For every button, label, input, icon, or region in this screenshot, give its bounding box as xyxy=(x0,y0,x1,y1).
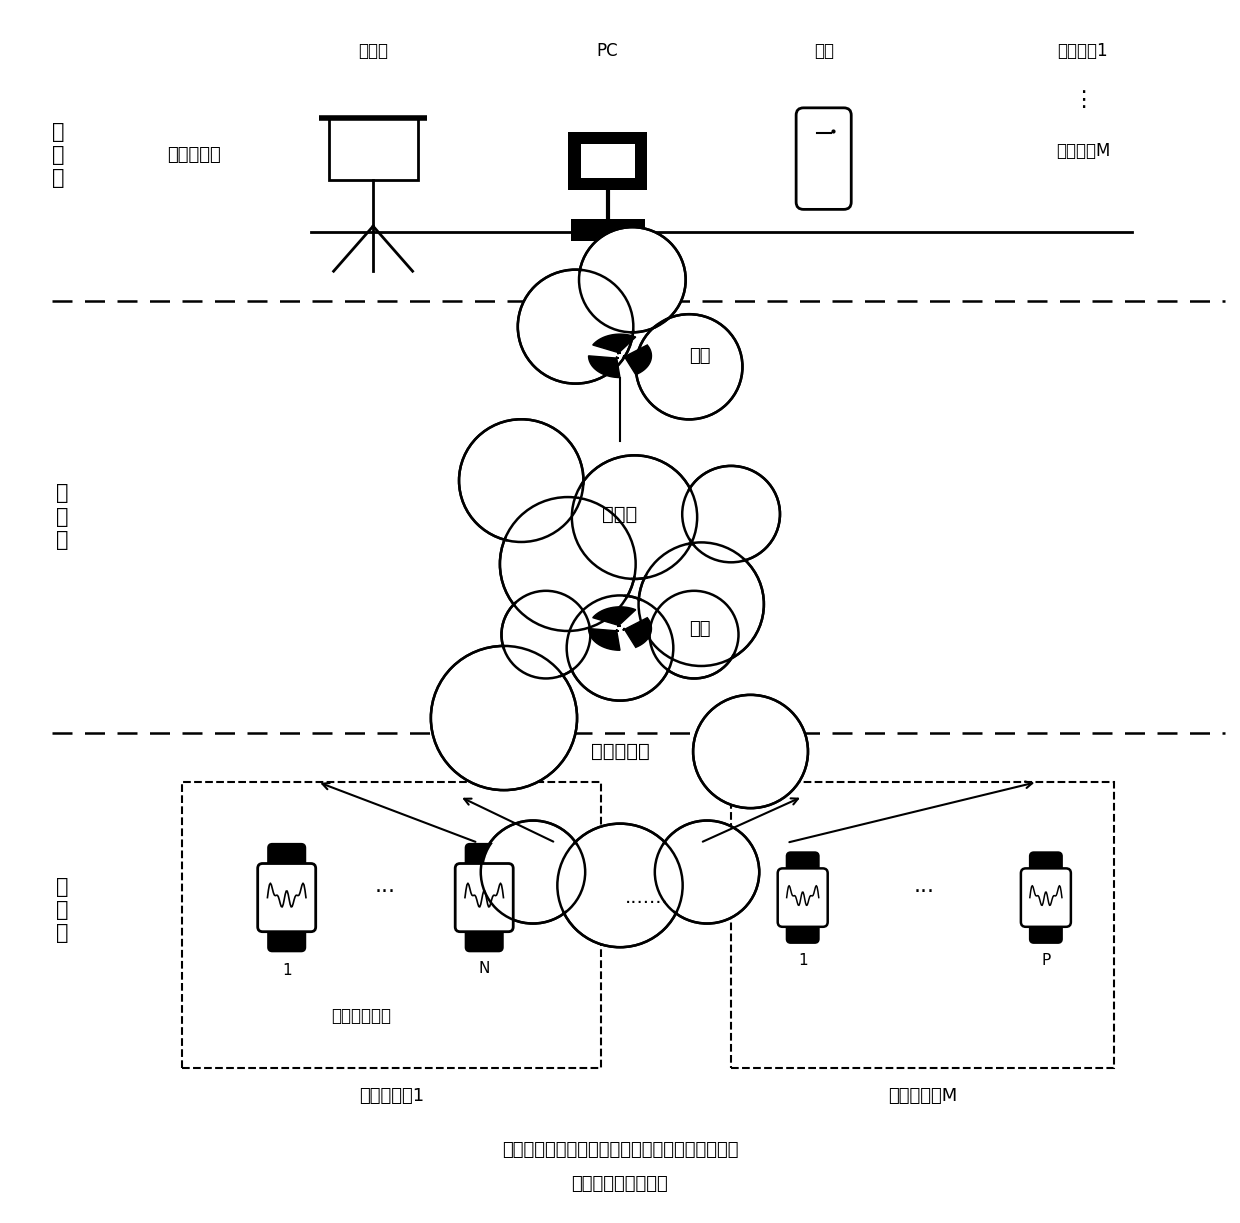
Text: 应
用
层: 应 用 层 xyxy=(52,122,64,188)
FancyBboxPatch shape xyxy=(787,915,818,943)
FancyBboxPatch shape xyxy=(466,844,502,876)
FancyBboxPatch shape xyxy=(1021,868,1071,927)
Circle shape xyxy=(583,230,682,329)
Circle shape xyxy=(639,317,739,416)
Circle shape xyxy=(481,821,585,923)
Circle shape xyxy=(579,227,686,333)
Circle shape xyxy=(560,827,680,943)
Text: 感
知
层: 感 知 层 xyxy=(56,877,68,943)
Text: 互联网: 互联网 xyxy=(603,505,637,523)
Circle shape xyxy=(658,823,756,921)
Circle shape xyxy=(500,497,636,631)
FancyBboxPatch shape xyxy=(455,863,513,932)
Circle shape xyxy=(521,273,630,380)
Text: ⋮: ⋮ xyxy=(1071,91,1094,110)
Text: ···: ··· xyxy=(374,882,396,901)
Text: 网关: 网关 xyxy=(689,620,711,637)
Circle shape xyxy=(463,423,580,538)
Circle shape xyxy=(650,591,739,679)
Bar xyxy=(568,132,647,190)
Circle shape xyxy=(503,501,631,627)
Text: 1: 1 xyxy=(797,954,807,969)
Circle shape xyxy=(655,821,759,923)
Bar xyxy=(732,781,1114,1068)
Text: PC: PC xyxy=(596,43,619,60)
FancyBboxPatch shape xyxy=(796,108,851,209)
Polygon shape xyxy=(593,607,636,626)
Polygon shape xyxy=(593,334,636,353)
Bar xyxy=(570,219,645,241)
Circle shape xyxy=(459,419,584,542)
FancyBboxPatch shape xyxy=(466,920,502,951)
Circle shape xyxy=(639,542,764,667)
FancyBboxPatch shape xyxy=(787,852,818,881)
Circle shape xyxy=(636,314,743,419)
Polygon shape xyxy=(622,345,651,374)
Circle shape xyxy=(567,596,673,701)
Text: 脉搏、血压、咳嗽等: 脉搏、血压、咳嗽等 xyxy=(572,1175,668,1192)
Text: 智能穿戴功能: 智能穿戴功能 xyxy=(331,1007,391,1025)
Text: ···: ··· xyxy=(914,882,935,901)
Text: 网
络
层: 网 络 层 xyxy=(56,483,68,550)
Bar xyxy=(329,117,418,180)
Text: 被观察人群1: 被观察人群1 xyxy=(360,1087,424,1106)
Polygon shape xyxy=(589,356,620,378)
Circle shape xyxy=(697,698,805,805)
Text: 1: 1 xyxy=(281,964,291,978)
Text: 被观察人群M: 被观察人群M xyxy=(888,1087,957,1106)
FancyBboxPatch shape xyxy=(1030,915,1061,943)
Circle shape xyxy=(572,455,697,578)
Circle shape xyxy=(430,646,577,790)
Circle shape xyxy=(693,695,808,808)
Circle shape xyxy=(682,466,780,563)
Circle shape xyxy=(686,468,777,559)
Circle shape xyxy=(435,651,573,786)
Circle shape xyxy=(570,598,670,697)
Circle shape xyxy=(501,591,590,679)
FancyBboxPatch shape xyxy=(269,844,305,876)
FancyBboxPatch shape xyxy=(258,863,316,932)
Circle shape xyxy=(575,459,693,575)
Circle shape xyxy=(518,269,634,384)
Text: 移动互联网: 移动互联网 xyxy=(590,742,650,761)
FancyBboxPatch shape xyxy=(269,920,305,951)
Text: 大屏幕: 大屏幕 xyxy=(358,43,388,60)
Text: 网关: 网关 xyxy=(689,347,711,364)
Circle shape xyxy=(557,823,683,948)
Text: N: N xyxy=(479,961,490,976)
Bar xyxy=(182,781,601,1068)
Circle shape xyxy=(484,823,582,921)
Text: 监测系统M: 监测系统M xyxy=(1055,142,1110,160)
Text: 手机: 手机 xyxy=(813,43,833,60)
Polygon shape xyxy=(622,618,651,647)
FancyBboxPatch shape xyxy=(1030,852,1061,881)
Bar xyxy=(580,144,635,177)
FancyBboxPatch shape xyxy=(777,868,827,927)
Text: 智能穿戴功能：行走轨迹、电子围栏、应急呼叫、: 智能穿戴功能：行走轨迹、电子围栏、应急呼叫、 xyxy=(502,1141,738,1158)
Polygon shape xyxy=(589,629,620,651)
Circle shape xyxy=(642,547,760,663)
Text: ·······: ······· xyxy=(625,894,670,914)
Circle shape xyxy=(652,593,735,676)
Circle shape xyxy=(505,593,588,676)
Text: 监测系统1: 监测系统1 xyxy=(1058,43,1109,60)
Text: P: P xyxy=(1042,954,1050,969)
Text: 可视化显示: 可视化显示 xyxy=(167,146,221,164)
